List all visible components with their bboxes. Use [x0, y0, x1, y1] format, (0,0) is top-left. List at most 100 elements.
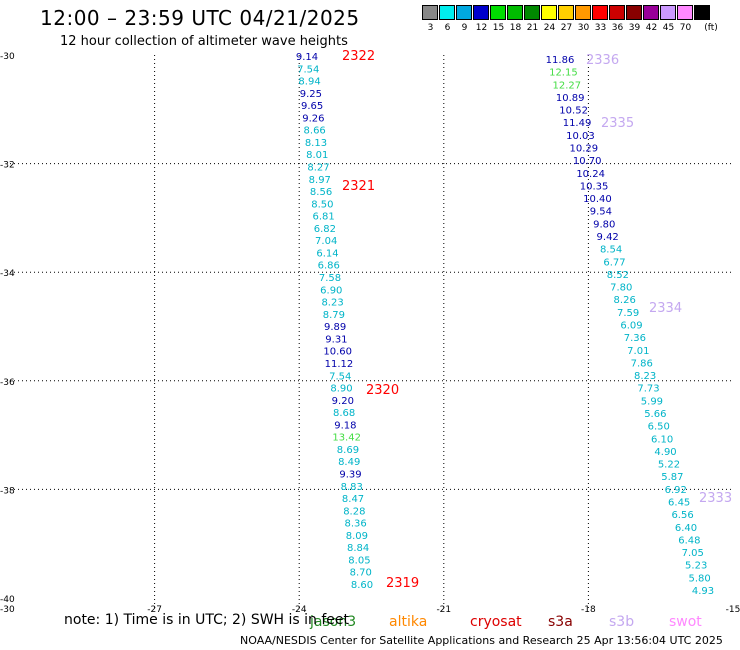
swh-value-left: 7.54 — [329, 371, 351, 382]
lat-tick-label: -30 — [0, 605, 15, 615]
legend-unit: (ft) — [704, 23, 718, 33]
footer-credit: NOAA/NESDIS Center for Satellite Applica… — [240, 634, 723, 647]
swh-value-left: 8.68 — [333, 408, 355, 419]
legend-swatch — [694, 5, 710, 20]
satellite-legend-altika: altika — [389, 614, 427, 630]
swh-value-right: 10.70 — [573, 156, 602, 167]
swh-value-left: 8.97 — [309, 175, 331, 186]
legend-label: 3 — [427, 23, 434, 33]
swh-value-right: 11.86 — [546, 55, 575, 66]
swh-value-right: 10.40 — [583, 194, 612, 205]
swh-value-left: 8.83 — [341, 482, 363, 493]
swh-value-left: 8.66 — [304, 126, 326, 137]
legend-swatch — [422, 5, 438, 20]
swh-value-left: 13.42 — [332, 433, 361, 444]
swh-value-left: 8.47 — [342, 494, 364, 505]
legend-label: 9 — [461, 23, 468, 33]
swh-value-right: 5.23 — [685, 561, 707, 572]
swh-value-right: 7.86 — [631, 358, 653, 369]
legend-swatch — [439, 5, 455, 20]
swh-value-right: 10.24 — [576, 169, 605, 180]
swh-value-right: 7.01 — [627, 346, 649, 357]
pass-number-label: 2334 — [649, 301, 682, 316]
swh-value-left: 8.90 — [330, 384, 352, 395]
lat-tick-label: -30 — [0, 52, 15, 62]
legend-swatch — [490, 5, 506, 20]
swh-value-left: 8.09 — [346, 531, 368, 542]
swh-value-right: 6.92 — [665, 485, 687, 496]
lon-tick-label: -21 — [436, 605, 451, 615]
legend-swatch — [524, 5, 540, 20]
swh-value-right: 6.48 — [678, 535, 700, 546]
swh-value-left: 9.65 — [301, 101, 323, 112]
swh-value-left: 8.13 — [305, 138, 327, 149]
swh-value-right: 10.29 — [570, 144, 599, 155]
legend-swatch — [575, 5, 591, 20]
legend-label: 33 — [594, 23, 607, 33]
legend-swatch — [660, 5, 676, 20]
satellite-legend-s3a: s3a — [548, 614, 573, 630]
swh-value-right: 5.22 — [658, 460, 680, 471]
satellite-legend-s3b: s3b — [609, 614, 634, 630]
legend-label: 27 — [560, 23, 573, 33]
swh-value-right: 4.90 — [654, 447, 676, 458]
legend-label: 45 — [662, 23, 675, 33]
swh-value-left: 8.84 — [347, 543, 369, 554]
pass-number-label: 2320 — [366, 383, 399, 398]
lon-tick-label: -24 — [292, 605, 307, 615]
legend-swatch — [558, 5, 574, 20]
swh-value-left: 7.54 — [297, 64, 319, 75]
legend-swatch — [677, 5, 693, 20]
swh-value-right: 5.80 — [688, 573, 710, 584]
swh-value-left: 9.39 — [339, 469, 361, 480]
pass-number-label: 2335 — [601, 116, 634, 131]
legend-swatch — [507, 5, 523, 20]
swh-value-left: 7.58 — [319, 273, 341, 284]
swh-value-left: 8.36 — [344, 519, 366, 530]
swh-value-right: 6.09 — [620, 321, 642, 332]
swh-value-right: 7.59 — [617, 308, 639, 319]
swh-value-right: 6.40 — [675, 523, 697, 534]
legend-label: 36 — [611, 23, 624, 33]
swh-value-left: 9.20 — [332, 396, 354, 407]
swh-value-right: 7.73 — [637, 384, 659, 395]
legend-label: 15 — [492, 23, 505, 33]
swh-value-left: 8.69 — [337, 445, 359, 456]
lon-tick-label: -15 — [726, 605, 740, 615]
swh-value-right: 4.93 — [692, 586, 714, 597]
swh-value-left: 7.04 — [315, 236, 337, 247]
swh-value-right: 6.10 — [651, 434, 673, 445]
swh-value-right: 8.52 — [607, 270, 629, 281]
swh-value-left: 8.94 — [298, 77, 320, 88]
swh-value-right: 8.26 — [614, 295, 636, 306]
lon-tick-label: -27 — [147, 605, 162, 615]
legend-label: 6 — [444, 23, 451, 33]
swh-value-left: 8.79 — [323, 310, 345, 321]
swh-value-right: 7.80 — [610, 283, 632, 294]
note-text: note: 1) Time is in UTC; 2) SWH is in fe… — [64, 612, 350, 628]
lat-tick-label: -34 — [0, 269, 15, 279]
swh-value-right: 10.52 — [559, 106, 588, 117]
swh-value-right: 6.56 — [671, 510, 693, 521]
swh-value-left: 8.60 — [351, 580, 373, 591]
swh-value-left: 8.05 — [348, 555, 370, 566]
swh-value-right: 11.49 — [563, 118, 592, 129]
chart-title: 12:00 – 23:59 UTC 04/21/2025 — [40, 6, 360, 30]
swh-value-right: 5.66 — [644, 409, 666, 420]
swh-value-right: 7.05 — [682, 548, 704, 559]
swh-value-left: 8.01 — [306, 150, 328, 161]
swh-value-right: 9.80 — [593, 219, 615, 230]
legend-label: 39 — [628, 23, 641, 33]
swh-value-left: 6.82 — [314, 224, 336, 235]
swh-value-right: 10.89 — [556, 93, 585, 104]
lat-tick-label: -38 — [0, 486, 15, 496]
satellite-legend-swot: swot — [669, 614, 702, 630]
swh-value-right: 8.23 — [634, 371, 656, 382]
swh-value-right: 5.87 — [661, 472, 683, 483]
swh-value-right: 12.27 — [552, 80, 581, 91]
lon-tick-label: -18 — [581, 605, 596, 615]
swh-value-left: 6.90 — [320, 285, 342, 296]
swh-value-right: 5.99 — [641, 396, 663, 407]
pass-number-label: 2319 — [386, 576, 419, 591]
